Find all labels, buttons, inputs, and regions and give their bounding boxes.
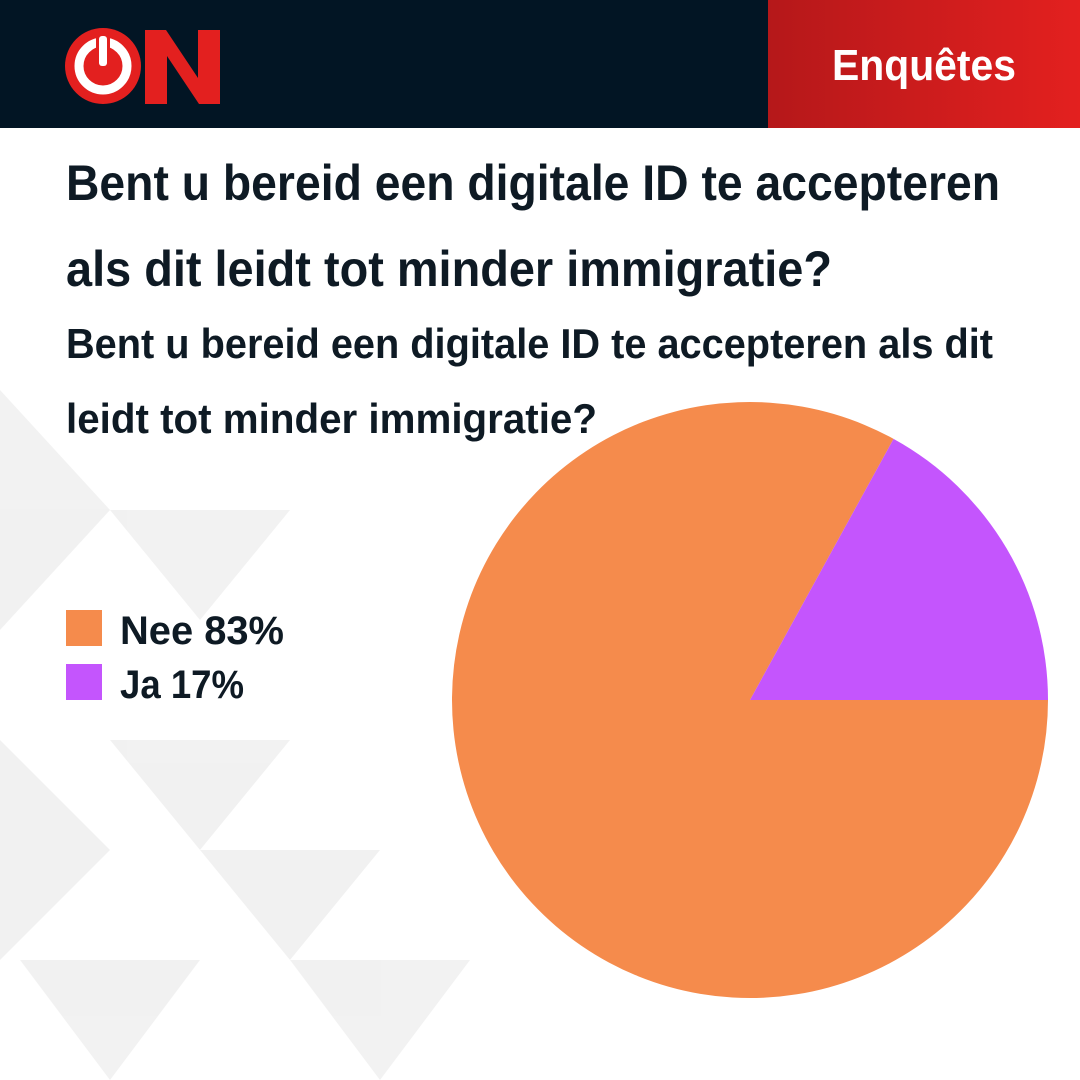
legend-value: 17% bbox=[171, 663, 244, 707]
legend-category: Ja bbox=[120, 663, 161, 707]
legend-category: Nee bbox=[120, 609, 193, 653]
logo bbox=[65, 28, 220, 104]
legend-label: Ja 17% bbox=[120, 663, 244, 707]
tag-box bbox=[768, 0, 1080, 128]
pie-slice bbox=[750, 438, 1048, 700]
chart-subtitle: Bent u bereid een digitale ID te accepte… bbox=[66, 320, 993, 367]
legend-label: Nee 83% bbox=[120, 609, 284, 653]
chart-title: als dit leidt tot minder immigratie? bbox=[66, 241, 832, 297]
tag-label: Enquêtes bbox=[832, 41, 1016, 90]
legend-swatch bbox=[66, 610, 102, 646]
legend-swatch bbox=[66, 664, 102, 700]
chart-title: Bent u bereid een digitale ID te accepte… bbox=[66, 155, 1000, 211]
pie-slice bbox=[452, 401, 1048, 998]
pie bbox=[452, 401, 1048, 998]
legend-value: 83% bbox=[204, 609, 284, 653]
chart-subtitle: leidt tot minder immigratie? bbox=[66, 395, 597, 442]
legend: Nee 83% Ja 17% bbox=[66, 609, 284, 707]
background-pattern bbox=[0, 390, 470, 1080]
